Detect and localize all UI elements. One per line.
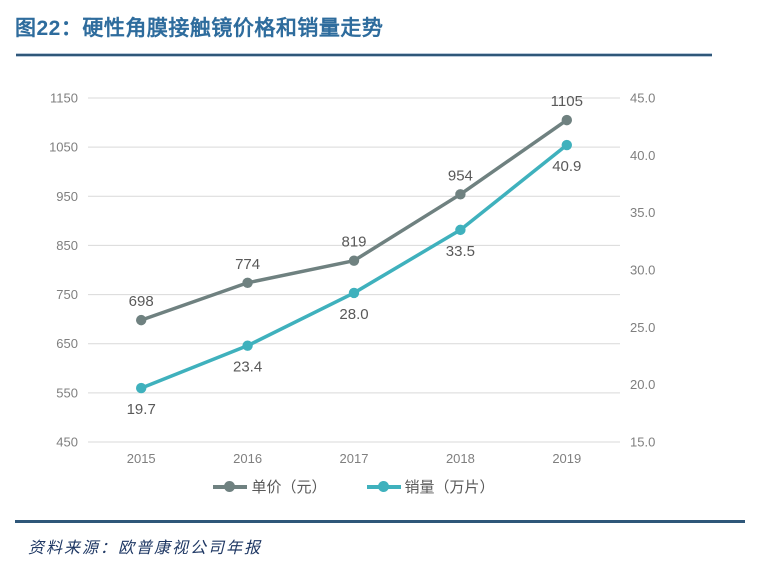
data-point [561, 114, 572, 126]
right-axis-tick-label: 35.0 [630, 205, 655, 220]
x-axis-tick-label: 2017 [340, 451, 369, 466]
left-axis-tick-label: 750 [56, 287, 78, 302]
data-label: 19.7 [127, 401, 156, 418]
legend-marker-sales-icon [366, 481, 401, 493]
left-axis-tick-label: 1150 [50, 91, 78, 106]
x-axis-tick-label: 2019 [552, 451, 581, 466]
data-point [242, 277, 253, 288]
data-point [136, 382, 147, 394]
data-label: 819 [341, 234, 366, 251]
x-axis-tick-label: 2018 [446, 451, 475, 466]
data-point [242, 340, 253, 351]
legend-dot-swatch [224, 481, 236, 492]
legend-item-price: 单价（元） [213, 476, 327, 497]
right-axis-tick-label: 45.0 [630, 91, 655, 106]
data-point [455, 189, 466, 200]
legend-item-sales: 销量（万片） [366, 476, 495, 497]
data-point [136, 314, 147, 326]
left-axis-tick-label: 450 [56, 435, 78, 450]
legend-marker-price-icon [213, 481, 248, 493]
data-label: 40.9 [552, 158, 581, 175]
data-label: 698 [129, 293, 154, 310]
left-axis-tick-label: 1050 [49, 140, 78, 155]
data-point [348, 287, 360, 299]
data-label: 954 [448, 167, 473, 184]
title-rule [16, 54, 712, 56]
x-axis-tick-label: 2016 [233, 451, 262, 466]
source-text: 资料来源：欧普康视公司年报 [28, 538, 263, 557]
footer-rule [15, 520, 745, 523]
data-point [561, 139, 572, 151]
series-line-1 [139, 143, 569, 390]
data-label: 28.0 [339, 306, 368, 323]
x-axis-tick-label: 2015 [127, 451, 156, 466]
right-axis-tick-label: 25.0 [630, 320, 655, 335]
right-axis-tick-label: 40.0 [630, 148, 655, 163]
figure-title: 图22：硬性角膜接触镜价格和销量走势 [15, 17, 384, 40]
data-label: 1105 [551, 93, 583, 110]
chart-legend: 单价（元） 销量（万片） [88, 476, 620, 497]
right-axis-tick-label: 20.0 [630, 377, 655, 392]
right-axis-tick-label: 15.0 [630, 435, 655, 450]
legend-label-sales: 销量（万片） [404, 479, 495, 496]
right-axis-tick-label: 30.0 [630, 263, 655, 278]
left-axis-tick-label: 650 [56, 336, 78, 351]
left-axis-tick-label: 850 [56, 238, 78, 253]
data-label: 774 [235, 256, 260, 273]
left-axis-tick-label: 550 [56, 385, 78, 400]
left-axis-tick-label: 950 [56, 189, 78, 204]
data-point [455, 224, 466, 236]
legend-dot-swatch [377, 481, 389, 492]
data-label: 23.4 [233, 359, 262, 376]
legend-label-price: 单价（元） [251, 479, 327, 496]
data-point [348, 255, 360, 266]
data-label: 33.5 [446, 243, 475, 260]
